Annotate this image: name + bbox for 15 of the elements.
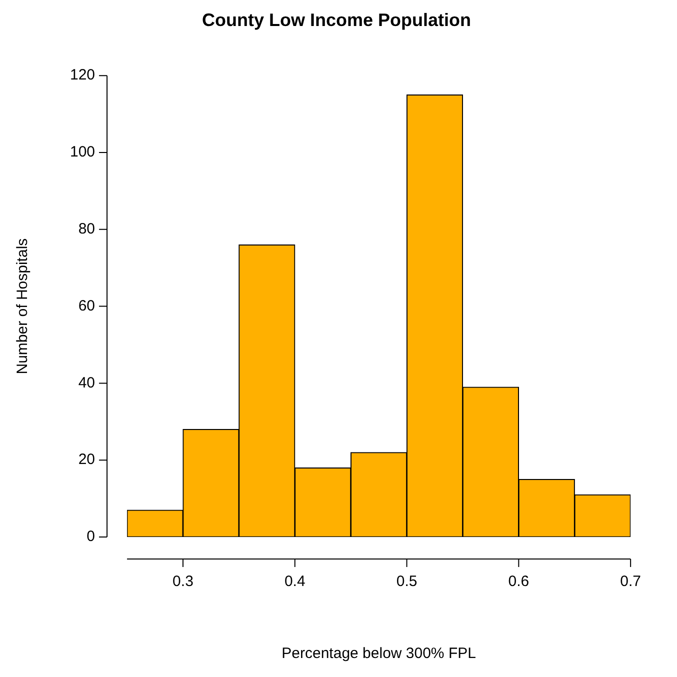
y-axis-title: Number of Hospitals — [14, 238, 32, 374]
y-tick-label: 40 — [78, 374, 96, 392]
x-tick-label: 0.4 — [284, 573, 306, 590]
y-tick-label: 0 — [86, 528, 96, 546]
chart-title: County Low Income Population — [202, 10, 471, 30]
x-tick-label: 0.5 — [396, 573, 418, 590]
y-tick-label: 120 — [70, 66, 96, 84]
y-tick-label: 80 — [78, 220, 96, 238]
y-tick-label: 60 — [78, 297, 96, 314]
x-axis-title: Percentage below 300% FPL — [282, 645, 476, 662]
x-tick-label: 0.3 — [172, 573, 194, 590]
x-tick-label: 0.6 — [508, 573, 530, 590]
x-tick-label: 0.7 — [620, 573, 642, 590]
y-tick-label: 20 — [78, 451, 96, 468]
y-tick-label: 100 — [70, 144, 96, 161]
